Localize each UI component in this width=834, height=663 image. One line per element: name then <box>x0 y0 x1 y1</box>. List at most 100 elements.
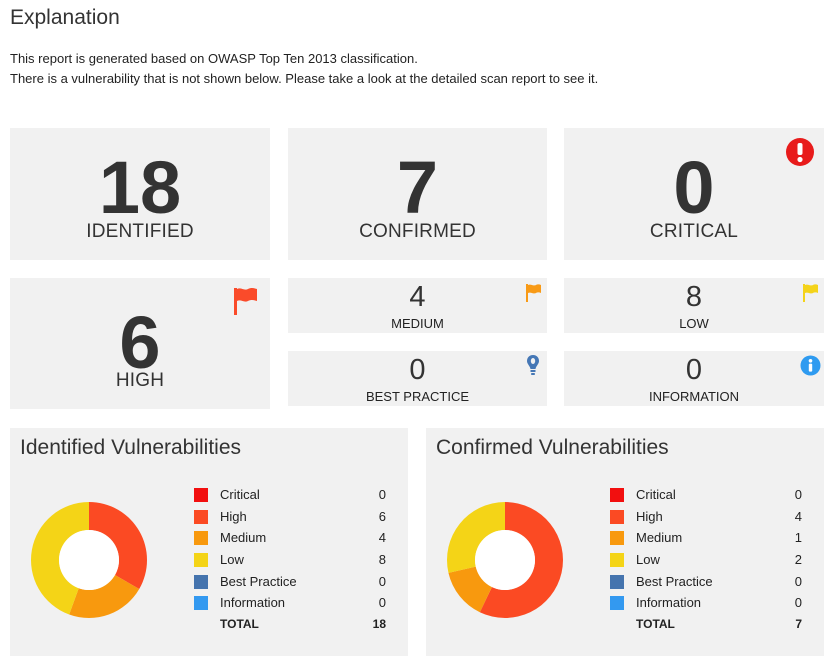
medium-label: MEDIUM <box>391 316 444 331</box>
information-card[interactable]: 0 INFORMATION <box>564 351 824 406</box>
legend-value: 0 <box>794 487 802 502</box>
confirmed-card[interactable]: 7 CONFIRMED <box>288 128 547 260</box>
legend-row: Medium 1 <box>610 529 802 551</box>
low-label: LOW <box>679 316 709 331</box>
donut-slice-high <box>89 502 147 589</box>
confirmed-count: 7 <box>396 146 439 229</box>
exclamation-circle-icon <box>786 138 814 166</box>
identified-vulnerabilities-panel: Identified Vulnerabilities Critical 0 High… <box>10 428 408 656</box>
donut-slice-medium <box>448 566 492 613</box>
intro-text: This report is generated based on OWASP … <box>10 49 598 89</box>
legend-swatch <box>194 509 208 524</box>
low-count: 8 <box>685 281 703 313</box>
legend-swatch <box>610 531 624 546</box>
legend-row: Best Practice 0 <box>610 573 802 595</box>
critical-label: CRITICAL <box>649 221 739 242</box>
legend-row: Best Practice 0 <box>194 573 386 595</box>
legend-label: High <box>220 508 247 524</box>
legend-value: 4 <box>378 530 386 546</box>
legend-row: High 4 <box>610 508 802 530</box>
legend-swatch <box>194 488 208 502</box>
chart-title: Identified Vulnerabilities <box>20 436 242 459</box>
critical-count: 0 <box>673 146 715 229</box>
legend-value: 1 <box>794 530 802 546</box>
legend-row: Low 2 <box>610 551 802 573</box>
legend-label: Best Practice <box>220 573 297 589</box>
identified-count: 18 <box>98 146 182 229</box>
donut-hole <box>59 530 119 590</box>
legend-swatch <box>194 553 208 568</box>
legend-row: Critical 0 <box>194 486 386 508</box>
legend-swatch <box>194 574 208 589</box>
legend-row: Information 0 <box>610 594 802 616</box>
legend-swatch <box>194 531 208 546</box>
legend-value: 2 <box>794 552 802 568</box>
legend-label: Low <box>220 552 244 568</box>
legend-value: 0 <box>378 573 386 589</box>
chart-title: Confirmed Vulnerabilities <box>436 436 669 459</box>
high-count: 6 <box>119 301 161 384</box>
total-value: 7 <box>795 617 802 632</box>
legend-total-row: TOTAL 7 <box>610 616 802 638</box>
information-count: 0 <box>685 354 703 386</box>
identified-label: IDENTIFIED <box>86 221 194 242</box>
information-label: INFORMATION <box>648 389 740 404</box>
legend-row: Information 0 <box>194 594 386 616</box>
confirmed-label: CONFIRMED <box>359 221 476 242</box>
donut-slice-high <box>479 502 563 618</box>
legend-row: Low 8 <box>194 551 386 573</box>
high-label: HIGH <box>115 370 165 391</box>
legend-value: 0 <box>794 595 802 611</box>
legend-value: 6 <box>378 508 386 524</box>
legend-swatch <box>194 596 208 611</box>
legend-value: 8 <box>378 552 386 568</box>
donut-slice-low <box>31 502 90 615</box>
legend-swatch <box>610 509 624 524</box>
donut-slice-medium <box>69 575 140 618</box>
best-practice-card[interactable]: 0 BEST PRACTICE <box>288 351 547 406</box>
legend-swatch <box>610 553 624 568</box>
total-label: TOTAL <box>636 617 675 632</box>
chart-legend: Critical 0 High 4 Medium 1 Low 2 Best Practice 0 I… <box>610 486 802 638</box>
total-value: 18 <box>372 617 386 632</box>
donut-chart <box>31 502 147 618</box>
legend-label: Medium <box>220 530 267 546</box>
high-card[interactable]: 6 HIGH <box>10 278 270 409</box>
flag-icon <box>234 288 257 315</box>
medium-count: 4 <box>409 281 426 313</box>
legend-value: 0 <box>378 487 386 502</box>
legend-swatch <box>610 488 624 502</box>
best-practice-count: 0 <box>409 354 426 386</box>
legend-total-row: TOTAL 18 <box>194 616 386 638</box>
chart-legend: Critical 0 High 6 Medium 4 Low 8 Best Practice 0 I… <box>194 486 386 638</box>
legend-label: Critical <box>636 487 676 502</box>
page-title: Explanation <box>10 6 120 29</box>
legend-value: 0 <box>378 595 386 611</box>
legend-label: Information <box>636 595 702 611</box>
medium-card[interactable]: 4 MEDIUM <box>288 278 547 333</box>
intro-line-2: There is a vulnerability that is not sho… <box>10 71 599 86</box>
best-practice-label: BEST PRACTICE <box>365 389 470 404</box>
legend-row: High 6 <box>194 508 386 530</box>
legend-label: Medium <box>636 530 683 546</box>
flag-icon <box>803 284 818 302</box>
critical-card[interactable]: 0 CRITICAL <box>564 128 824 260</box>
total-label: TOTAL <box>220 617 259 632</box>
legend-swatch <box>610 574 624 589</box>
legend-swatch <box>610 596 624 611</box>
donut-chart <box>447 502 563 618</box>
legend-label: Best Practice <box>636 573 713 589</box>
low-card[interactable]: 8 LOW <box>564 278 824 333</box>
identified-card[interactable]: 18 IDENTIFIED <box>10 128 270 260</box>
legend-value: 4 <box>794 508 802 524</box>
legend-value: 0 <box>794 573 802 589</box>
lightbulb-icon <box>527 355 539 375</box>
legend-label: Low <box>636 552 660 568</box>
legend-label: Critical <box>220 487 260 502</box>
legend-row: Critical 0 <box>610 486 802 508</box>
donut-hole <box>475 530 535 590</box>
confirmed-vulnerabilities-panel: Confirmed Vulnerabilities Critical 0 High 4… <box>426 428 824 656</box>
legend-label: Information <box>220 595 286 611</box>
legend-label: High <box>636 508 663 524</box>
donut-slice-low <box>447 502 505 573</box>
